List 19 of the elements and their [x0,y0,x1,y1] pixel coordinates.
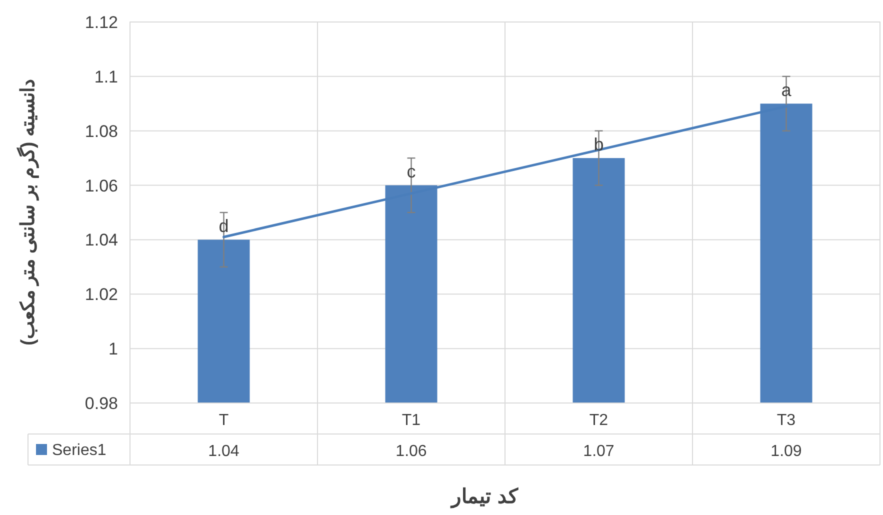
y-tick-label: 1 [108,340,118,359]
y-tick-label: 1.12 [84,13,118,32]
x-tick-label: T1 [402,412,421,429]
y-axis-title: دانسیته (گرم بر سانتی متر مکعب) [16,79,39,346]
x-tick-label: T [218,412,229,429]
x-tick-label: T3 [776,412,796,429]
y-tick-label: 1.04 [84,230,118,250]
legend-label: Series1 [52,442,106,459]
y-tick-label: 1.08 [84,122,118,141]
data-label: 1.06 [396,443,427,460]
y-tick-label: 1.1 [94,67,118,86]
data-label: 1.04 [208,443,240,460]
data-label: 1.09 [770,443,802,460]
x-tick-label: T2 [589,412,608,429]
y-tick-label: 1.02 [84,285,118,304]
y-tick-label: 1.06 [84,176,118,196]
data-label: 1.07 [583,443,614,460]
y-tick-label: 0.98 [84,394,118,413]
x-axis-title: کد تیمار [450,486,518,509]
